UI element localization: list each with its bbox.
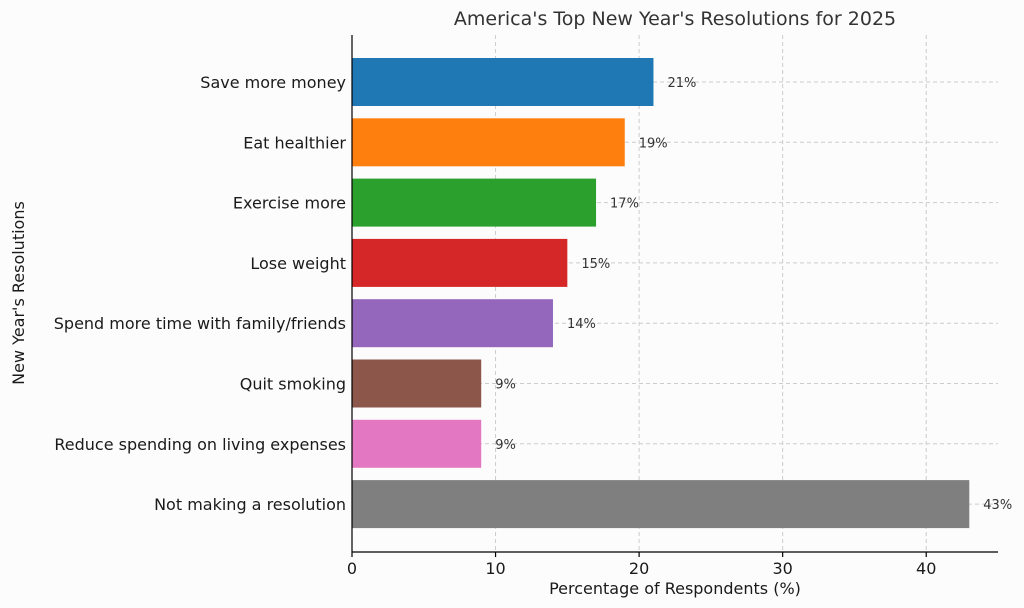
value-label: 21% [667, 76, 696, 91]
x-tick-label: 10 [485, 559, 505, 578]
category-label: Quit smoking [240, 375, 346, 394]
bar [352, 419, 482, 468]
bar [352, 118, 625, 167]
x-tick-label: 30 [772, 559, 792, 578]
category-label: Exercise more [233, 194, 346, 213]
bar [352, 299, 553, 348]
x-tick-label: 0 [347, 559, 357, 578]
bar [352, 58, 654, 106]
bar [352, 480, 970, 529]
value-label: 14% [567, 317, 596, 332]
bar [352, 359, 482, 408]
chart-title: America's Top New Year's Resolutions for… [454, 8, 896, 30]
axes [351, 35, 998, 553]
x-tick-label: 20 [629, 559, 649, 578]
value-labels: 21% 19% 17% 15% 14% 9% 9% 43% [495, 76, 1012, 513]
category-labels: Save more money Eat healthier Exercise mor… [54, 73, 347, 514]
category-label: Lose weight [250, 254, 346, 273]
category-label: Reduce spending on living expenses [54, 435, 346, 454]
x-tick-label: 40 [916, 559, 936, 578]
x-ticks: 0 10 20 30 40 [347, 552, 936, 578]
grid [352, 35, 998, 552]
bar [352, 178, 597, 227]
value-label: 15% [581, 257, 610, 272]
x-axis-title: Percentage of Respondents (%) [549, 579, 801, 598]
category-label: Eat healthier [243, 133, 346, 152]
category-label: Not making a resolution [154, 495, 346, 514]
y-axis-title: New Year's Resolutions [9, 201, 28, 385]
category-label: Spend more time with family/friends [54, 314, 346, 333]
bar [352, 238, 568, 287]
value-label: 19% [639, 136, 668, 151]
category-label: Save more money [200, 73, 346, 92]
value-label: 9% [495, 378, 516, 393]
value-label: 43% [983, 498, 1012, 513]
bars [352, 58, 970, 529]
value-label: 9% [495, 438, 516, 453]
value-label: 17% [610, 197, 639, 212]
